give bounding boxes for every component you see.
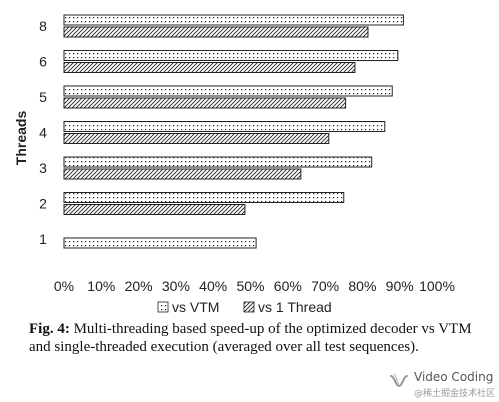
bar-vs-1-thread-threads-6 — [63, 62, 356, 73]
legend: vs VTM vs 1 Thread — [157, 299, 332, 315]
bar-vs-vtm-threads-6 — [63, 50, 399, 61]
x-tick-label: 70% — [311, 278, 339, 294]
y-tick-label: 8 — [39, 18, 47, 34]
bar-vs-vtm-threads-1 — [63, 237, 257, 249]
bar-vs-vtm-threads-2 — [63, 192, 345, 203]
wechat-channel-icon — [390, 373, 408, 388]
y-tick-label: 1 — [39, 231, 47, 247]
x-tick-label: 0% — [54, 278, 74, 294]
y-tick-labels: 8 6 5 4 3 2 1 — [39, 18, 47, 247]
legend-label-vs-1-thread: vs 1 Thread — [258, 299, 332, 315]
watermark: Video Coding @稀土掘金技术社区 — [378, 368, 498, 400]
bar-vs-1-thread-threads-8 — [63, 26, 369, 38]
y-tick-label: 5 — [39, 89, 47, 105]
caption-text: Multi-threading based speed-up of the op… — [29, 321, 472, 355]
y-tick-label: 2 — [39, 196, 47, 212]
y-tick-label: 3 — [39, 160, 47, 176]
x-tick-label: 100% — [419, 278, 455, 294]
bar-vs-1-thread-threads-5 — [63, 97, 347, 109]
bar-vs-1-thread-threads-3 — [63, 168, 302, 180]
watermark-subtitle: @稀土掘金技术社区 — [414, 389, 496, 399]
x-tick-label: 50% — [236, 278, 264, 294]
x-tick-label: 20% — [125, 278, 153, 294]
bar-vs-vtm-threads-3 — [63, 156, 373, 168]
x-tick-label: 10% — [87, 278, 115, 294]
watermark-title: Video Coding — [414, 370, 494, 384]
legend-label-vs-vtm: vs VTM — [172, 299, 219, 315]
y-tick-label: 6 — [39, 54, 47, 70]
legend-swatch-vs-1-thread — [243, 301, 255, 313]
x-tick-label: 40% — [199, 278, 227, 294]
legend-swatch-vs-vtm — [157, 301, 169, 313]
bar-vs-vtm-threads-8 — [63, 14, 404, 26]
caption-label: Fig. 4: — [29, 321, 70, 337]
bar-vs-vtm-threads-4 — [63, 121, 386, 132]
y-axis-label: Threads — [13, 111, 29, 166]
figure-caption: Fig. 4: Multi-threading based speed-up o… — [29, 320, 489, 356]
bar-vs-vtm-threads-5 — [63, 85, 393, 97]
x-tick-label: 30% — [162, 278, 190, 294]
x-tick-labels: 0% 10% 20% 30% 40% 50% 60% 70% 80% 90% 100% — [54, 278, 455, 294]
y-tick-label: 4 — [39, 125, 47, 141]
bar-chart: 8 6 5 4 3 2 1 0% 10% 20% 30% 40% 50% 60% 70% 80% 90% 100… — [13, 14, 455, 315]
bar-vs-1-thread-threads-4 — [63, 133, 330, 144]
bars-layer — [63, 14, 404, 249]
x-tick-label: 60% — [274, 278, 302, 294]
bar-vs-1-thread-threads-2 — [63, 204, 246, 215]
x-tick-label: 90% — [386, 278, 414, 294]
x-tick-label: 80% — [348, 278, 376, 294]
